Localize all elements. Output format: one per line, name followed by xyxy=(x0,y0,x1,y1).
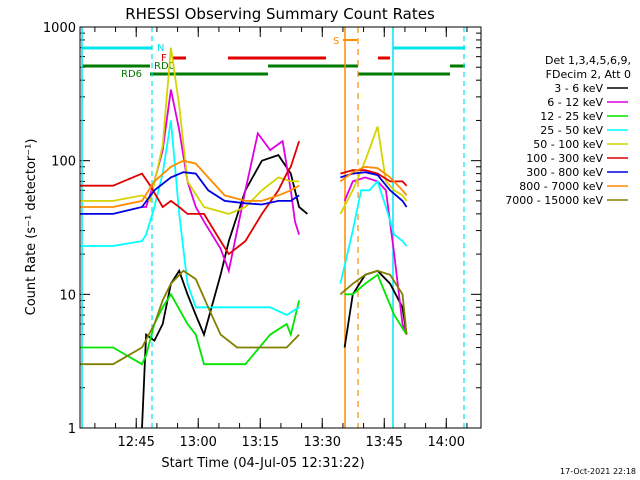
series-line xyxy=(80,171,300,215)
series-line xyxy=(80,120,300,317)
series-line xyxy=(343,176,408,335)
legend-header: Det 1,3,4,5,6,9, xyxy=(545,54,631,67)
generated-timestamp: 17-Oct-2021 22:18 xyxy=(560,467,636,476)
flag-label: N xyxy=(157,43,164,54)
series-line xyxy=(339,165,408,196)
series-line xyxy=(339,269,408,335)
y-tick-label: 1000 xyxy=(43,21,76,36)
legend-entry-label: 7000 - 15000 keV xyxy=(505,194,603,207)
y-tick-label: 1 xyxy=(68,422,76,437)
legend-entry-label: 100 - 300 keV xyxy=(526,152,603,165)
y-tick-label: 100 xyxy=(51,155,76,170)
flag-label: F xyxy=(161,53,167,64)
series-lines xyxy=(80,47,408,429)
legend-entry-label: 12 - 25 keV xyxy=(540,110,603,123)
series-line xyxy=(344,273,408,336)
series-line xyxy=(339,179,408,284)
legend: Det 1,3,4,5,6,9,FDecim 2, Att 03 - 6 keV… xyxy=(505,54,631,207)
legend-header: FDecim 2, Att 0 xyxy=(546,68,631,81)
legend-entry-label: 800 - 7000 keV xyxy=(519,180,603,193)
x-tick-label: 13:00 xyxy=(179,435,216,450)
x-tick-label: 14:00 xyxy=(428,435,465,450)
flag-label: RD6 xyxy=(121,69,142,80)
x-tick-label: 13:45 xyxy=(366,435,403,450)
series-line xyxy=(340,171,408,208)
x-tick-label: 13:30 xyxy=(304,435,341,450)
legend-entry-label: 3 - 6 keV xyxy=(554,82,603,95)
series-line xyxy=(340,169,408,187)
legend-entry-label: 6 - 12 keV xyxy=(547,96,603,109)
series-line xyxy=(339,126,408,215)
plot-frame xyxy=(79,26,482,429)
y-axis-label: Count Rate (s⁻¹ detector⁻¹) xyxy=(24,139,39,316)
legend-entry-label: 25 - 50 keV xyxy=(540,124,603,137)
flag-label: S xyxy=(333,36,339,47)
x-tick-label: 13:15 xyxy=(242,435,279,450)
x-tick-label: 12:45 xyxy=(117,435,154,450)
series-line xyxy=(80,159,300,208)
chart-title: RHESSI Observing Summary Count Rates xyxy=(125,5,435,23)
series-line xyxy=(80,269,300,366)
legend-entry-label: 300 - 800 keV xyxy=(526,166,603,179)
x-axis-label: Start Time (04-Jul-05 12:31:22) xyxy=(161,456,364,471)
series-line xyxy=(141,154,308,429)
plot-border xyxy=(79,26,482,429)
y-tick-label: 10 xyxy=(59,288,76,303)
series-line xyxy=(80,140,300,256)
x-axis-ticks: 12:45 13:00 13:15 13:30 13:45 14:00 xyxy=(94,27,468,450)
legend-entry-label: 50 - 100 keV xyxy=(533,138,603,151)
flag-label: RD0 xyxy=(154,61,175,72)
series-line xyxy=(80,292,300,366)
